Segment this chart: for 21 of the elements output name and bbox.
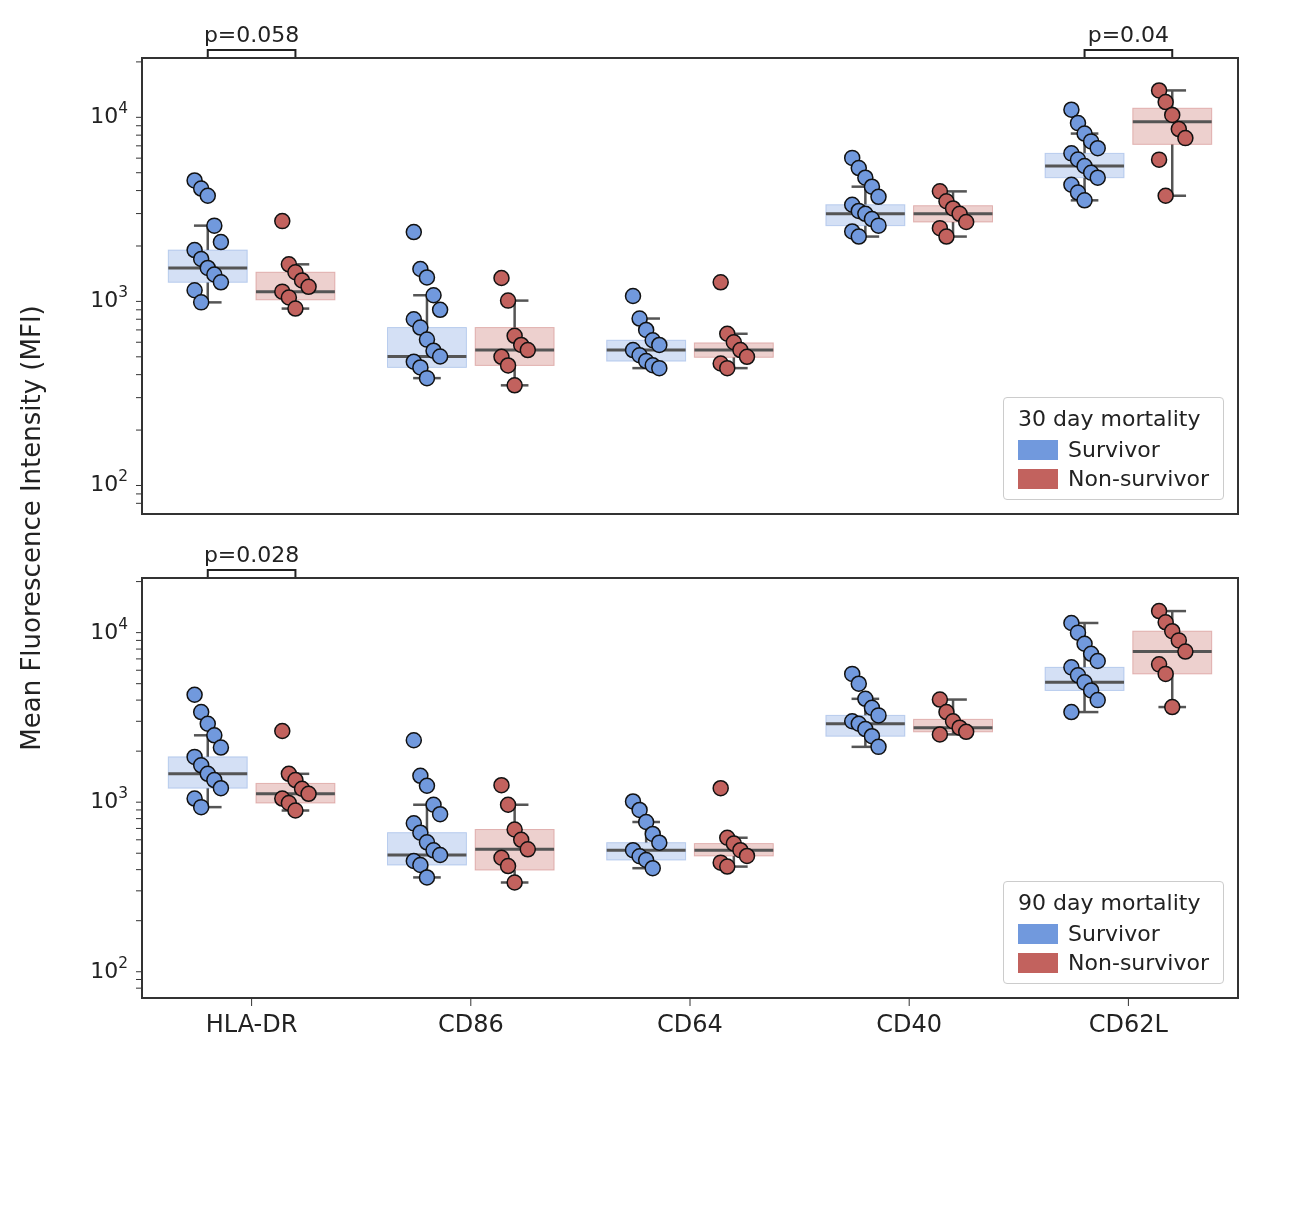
y-tick-label: 10$^{2}$ — [90, 466, 128, 497]
y-axis-title: Mean Fluorescence Intensity (MFI) — [16, 305, 46, 751]
x-tick-label: CD40 — [876, 1010, 943, 1038]
text: p=0.028 — [203, 542, 300, 567]
y-tick-label: 10$^{4}$ — [90, 614, 128, 644]
legend-title: 30 day mortality — [1018, 406, 1202, 431]
x-tick-label: CD86 — [437, 1010, 504, 1038]
text: p=0.058 — [203, 22, 300, 47]
y-tick-label: 10$^{3}$ — [90, 783, 128, 814]
legend-label: Survivor — [1068, 921, 1160, 946]
y-tick-label: 10$^{3}$ — [90, 282, 128, 313]
legend-title: 90 day mortality — [1018, 890, 1202, 915]
text: p=0.04 — [1087, 22, 1170, 47]
legend-label: Non-survivor — [1068, 950, 1209, 975]
y-tick-label: 10$^{4}$ — [90, 98, 128, 129]
x-tick-label: CD62L — [1088, 1010, 1169, 1038]
x-tick-label: CD64 — [657, 1010, 723, 1038]
x-tick-label: HLA-DR — [205, 1010, 298, 1038]
legend-label: Survivor — [1068, 437, 1160, 462]
y-tick-label: 10$^{2}$ — [90, 953, 128, 983]
legend-label: Non-survivor — [1068, 466, 1209, 491]
